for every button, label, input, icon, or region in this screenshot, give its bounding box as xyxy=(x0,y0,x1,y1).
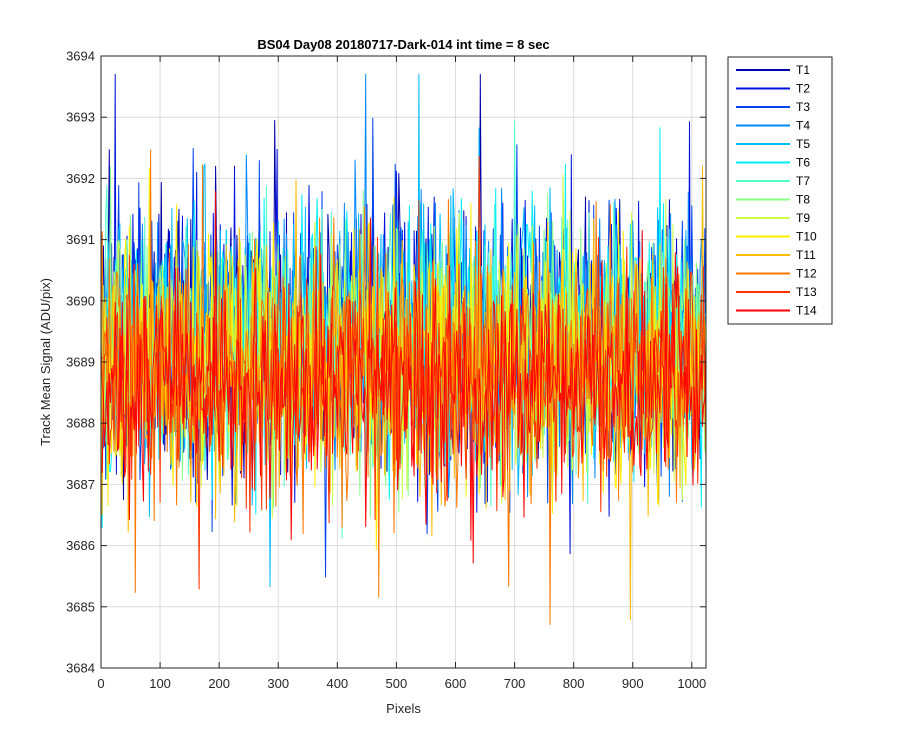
y-tick-label: 3688 xyxy=(66,416,95,431)
legend-entry: T9 xyxy=(796,211,810,225)
x-tick-label: 1000 xyxy=(677,676,706,691)
y-tick-label: 3685 xyxy=(66,599,95,614)
legend: T1 T2 T3 T4 T5 T6 T7 T8 T9 T10 T11 T12 T13 T14 xyxy=(727,56,833,325)
x-tick-label: 600 xyxy=(445,676,467,691)
x-tick-label: 300 xyxy=(267,676,289,691)
legend-entry: T6 xyxy=(796,156,810,170)
legend-entry: T13 xyxy=(796,285,817,299)
legend-entry: T8 xyxy=(796,193,810,207)
x-tick-label: 700 xyxy=(504,676,526,691)
y-tick-label: 3686 xyxy=(66,538,95,553)
y-tick-label: 3693 xyxy=(66,110,95,125)
series-line-t14 xyxy=(101,191,706,564)
y-tick-label: 3690 xyxy=(66,293,95,308)
legend-entry: T11 xyxy=(796,248,816,262)
legend-entry: T7 xyxy=(796,174,810,188)
y-axis-label: Track Mean Signal (ADU/pix) xyxy=(38,278,53,446)
y-tick-label: 3689 xyxy=(66,355,95,370)
legend-box xyxy=(727,56,833,325)
x-tick-label: 100 xyxy=(149,676,171,691)
y-tick-label: 3694 xyxy=(66,49,95,64)
x-tick-label: 800 xyxy=(563,676,585,691)
series-line-t12 xyxy=(101,149,706,625)
legend-entry: T4 xyxy=(796,119,810,133)
x-tick-label: 0 xyxy=(97,676,104,691)
x-tick-label: 900 xyxy=(622,676,644,691)
x-tick-label: 400 xyxy=(326,676,348,691)
legend-entry: T14 xyxy=(796,304,817,318)
legend-entry: T5 xyxy=(796,137,810,151)
x-axis: 0 100 200 300 400 500 600 700 800 900 1000 xyxy=(97,56,706,691)
legend-entry: T2 xyxy=(796,82,810,96)
chart-title: BS04 Day08 20180717-Dark-014 int time = … xyxy=(257,37,549,52)
legend-entry: T10 xyxy=(796,230,817,244)
y-tick-label: 3691 xyxy=(66,232,95,247)
y-axis: 3684 3685 3686 3687 3688 3689 3690 3691 3692 3693… xyxy=(66,49,706,676)
legend-entry: T12 xyxy=(796,267,817,281)
legend-entry: T1 xyxy=(796,63,810,77)
y-tick-label: 3687 xyxy=(66,477,95,492)
legend-entry: T3 xyxy=(796,100,810,114)
y-tick-label: 3692 xyxy=(66,171,95,186)
x-axis-label: Pixels xyxy=(386,701,421,716)
x-tick-label: 500 xyxy=(386,676,408,691)
y-tick-label: 3684 xyxy=(66,661,95,676)
x-tick-label: 200 xyxy=(208,676,230,691)
series-lines xyxy=(101,73,706,625)
